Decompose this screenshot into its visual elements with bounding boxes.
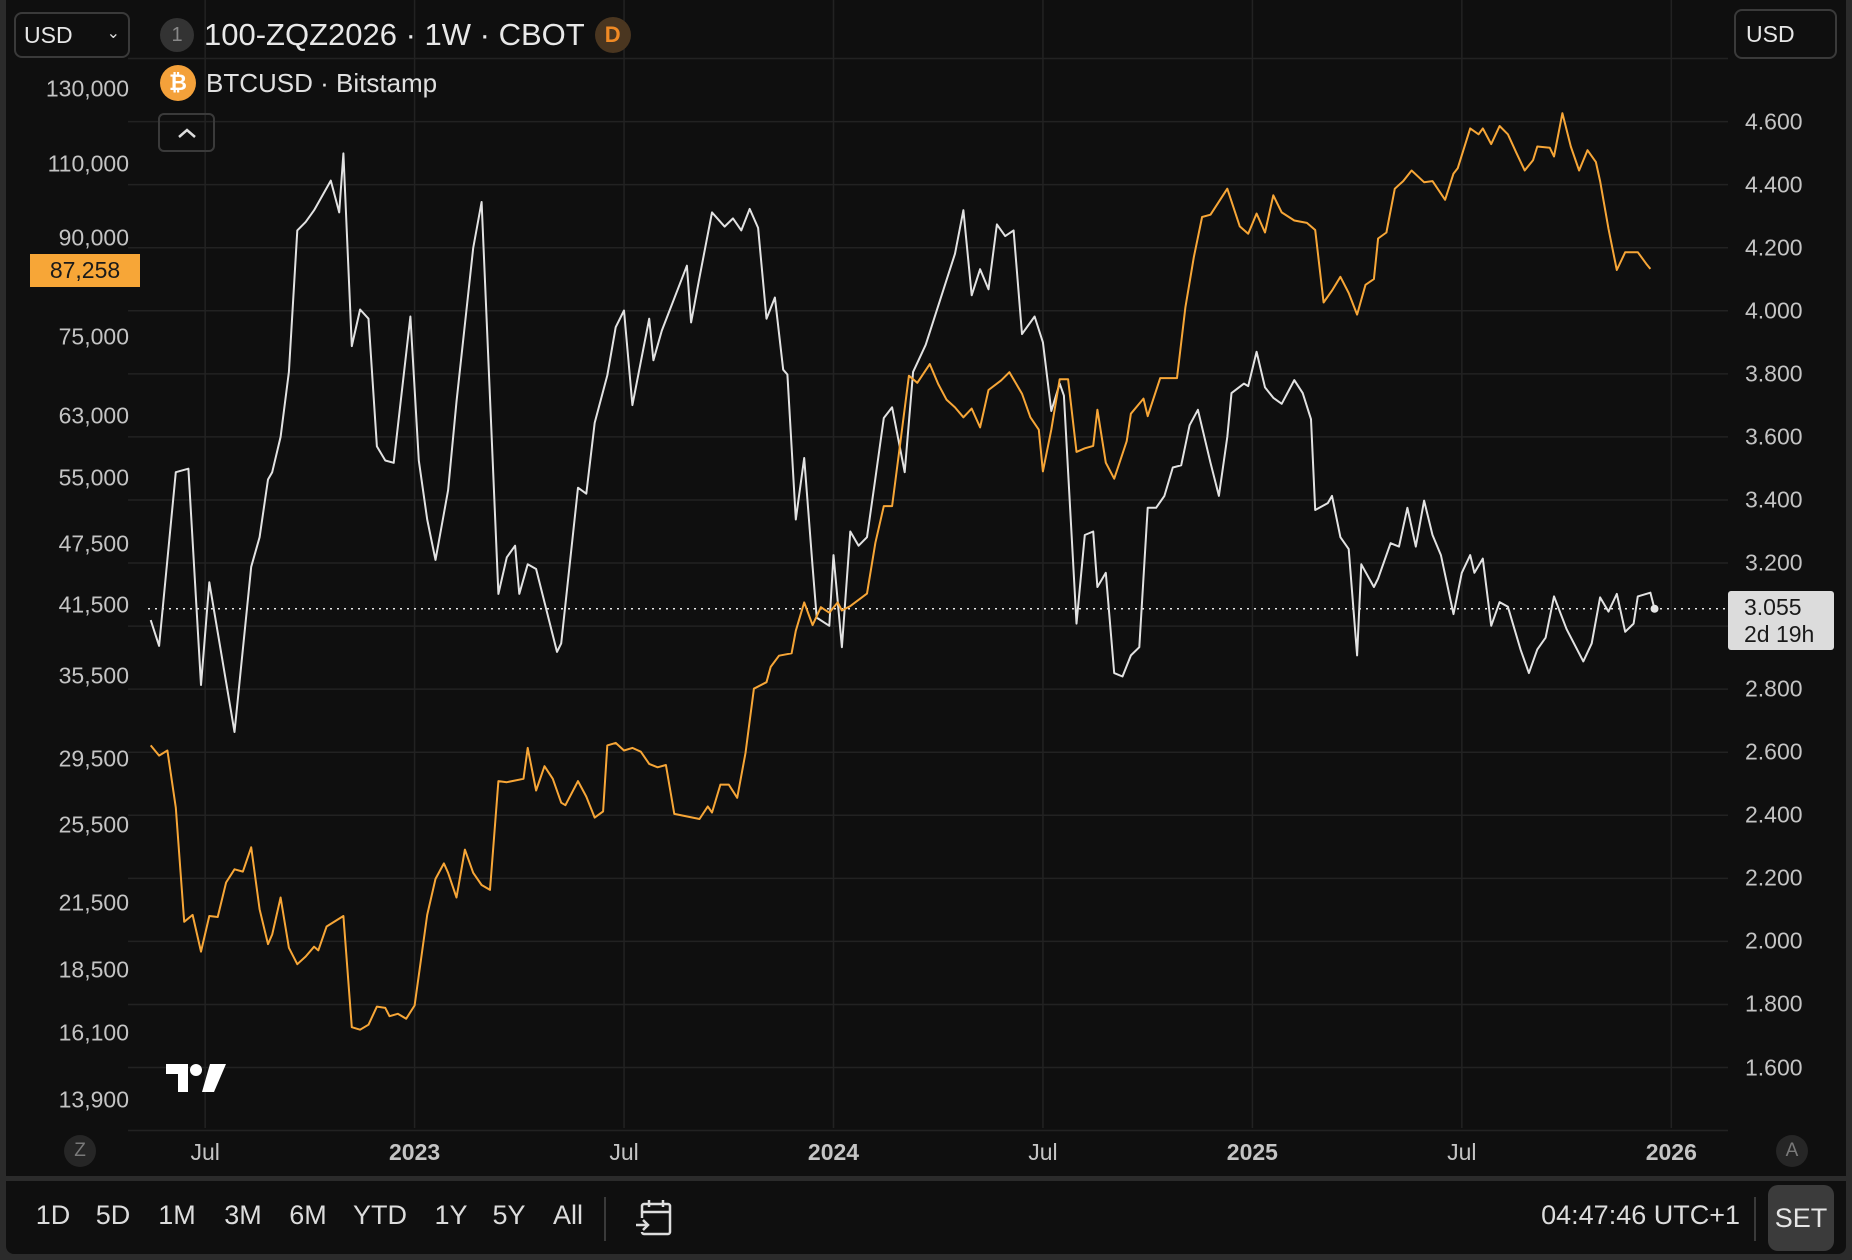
toolbar-separator — [604, 1197, 606, 1241]
right-axis-tick-label: 3.600 — [1745, 423, 1803, 450]
bitcoin-icon: ₿ — [160, 65, 196, 101]
time-axis-tick-label: 2024 — [807, 1139, 860, 1165]
right-axis-tick-label: 2.800 — [1745, 675, 1803, 702]
currency-select-right[interactable]: USD — [1734, 9, 1837, 59]
time-axis-tick-label: 2026 — [1645, 1139, 1697, 1165]
compare-series-legend[interactable]: ₿ BTCUSD · Bitstamp — [160, 65, 437, 101]
currency-select-right-value: USD — [1746, 20, 1795, 47]
left-axis-tick-label: 35,500 — [58, 662, 129, 689]
left-axis-tick-label: 25,500 — [58, 811, 129, 838]
right-axis-tick-label: 2.400 — [1745, 801, 1803, 828]
range-button-1d[interactable]: 1D — [35, 1200, 71, 1230]
left-axis-tick-label: 21,500 — [58, 889, 129, 915]
main-series-legend[interactable]: 1 100-ZQZ2026 · 1W · CBOT D — [160, 17, 631, 53]
currency-select-left[interactable]: USD ⌄ — [14, 12, 130, 58]
time-axis-tick-label: 2025 — [1226, 1139, 1278, 1165]
time-axis-tick-label: Jul — [1028, 1139, 1058, 1165]
right-axis-tick-label: 4.200 — [1745, 234, 1803, 261]
zq-last-price-tag: 3.055 2d 19h — [1728, 591, 1834, 650]
right-axis-tick-label: 4.000 — [1745, 297, 1803, 324]
currency-select-left-value: USD — [24, 21, 73, 48]
chevron-down-icon: ⌄ — [106, 25, 120, 42]
toolbar-divider — [6, 1176, 1846, 1181]
right-axis-tick-label: 2.000 — [1745, 927, 1803, 954]
calendar-goto-icon[interactable] — [634, 1198, 674, 1238]
time-axis-tick-label: Jul — [609, 1139, 639, 1165]
timezone-clock[interactable]: 04:47:46 UTC+1 — [1541, 1200, 1740, 1230]
left-axis-tick-label: 75,000 — [58, 323, 129, 350]
series-number-badge: 1 — [160, 18, 194, 52]
left-axis-tick-label: 13,900 — [58, 1086, 129, 1113]
right-axis-tick-label: 3.200 — [1745, 549, 1803, 576]
range-button-ytd[interactable]: YTD — [353, 1200, 407, 1230]
range-button-1y[interactable]: 1Y — [434, 1200, 468, 1230]
left-axis-tick-label: 41,500 — [58, 591, 129, 618]
right-axis-tick-label: 4.400 — [1745, 171, 1803, 198]
left-axis-tick-label: 16,100 — [58, 1019, 129, 1046]
delayed-data-badge[interactable]: D — [594, 17, 631, 53]
right-axis-tick-label: 3.800 — [1745, 360, 1803, 387]
last-point-marker — [1650, 604, 1659, 613]
range-button-all[interactable]: All — [552, 1200, 584, 1230]
left-axis-tick-label: 47,500 — [58, 530, 129, 557]
compare-series-title[interactable]: BTCUSD · Bitstamp — [206, 67, 438, 98]
time-axis-tick-label: Jul — [190, 1139, 220, 1165]
collapse-legend-button[interactable] — [158, 113, 215, 152]
toolbar-separator — [1754, 1197, 1756, 1241]
right-axis-tick-label: 1.800 — [1745, 990, 1803, 1017]
chevron-up-icon — [177, 127, 196, 138]
time-axis-tick-label: Jul — [1447, 1139, 1477, 1165]
chart-canvas[interactable] — [6, 0, 1846, 1180]
time-axis-tick-label: 2023 — [389, 1139, 441, 1165]
range-button-3m[interactable]: 3M — [224, 1200, 262, 1230]
main-series-title[interactable]: 100-ZQZ2026 · 1W · CBOT — [204, 17, 585, 52]
right-axis-tick-label: 2.600 — [1745, 738, 1803, 765]
chart-window: 130,000 110,000 90,000 75,000 63,000 55,000 47… — [6, 0, 1846, 1254]
right-axis-tick-label: 1.600 — [1745, 1054, 1803, 1080]
right-axis-tick-label: 2.200 — [1745, 864, 1803, 891]
bar-countdown: 2d 19h — [1744, 621, 1815, 647]
right-axis-tick-label: 4.600 — [1745, 108, 1803, 135]
btcusd-line — [149, 112, 1652, 1031]
left-axis-tick-label: 130,000 — [45, 75, 129, 102]
zoom-reset-button[interactable]: Z — [64, 1135, 96, 1167]
left-axis-tick-label: 90,000 — [58, 224, 129, 251]
range-button-1m[interactable]: 1M — [158, 1200, 196, 1230]
auto-scale-button[interactable]: A — [1776, 1135, 1808, 1167]
range-button-6m[interactable]: 6M — [289, 1200, 327, 1230]
btc-last-price-tag: 87,258 — [30, 254, 140, 287]
right-axis-tick-label: 3.400 — [1745, 486, 1803, 513]
left-axis-tick-label: 29,500 — [58, 745, 129, 772]
range-button-5y[interactable]: 5Y — [492, 1200, 526, 1230]
left-axis-tick-label: 63,000 — [58, 402, 129, 429]
tradingview-logo-icon[interactable] — [166, 1062, 230, 1094]
left-axis-tick-label: 110,000 — [47, 150, 129, 177]
left-axis-tick-label: 18,500 — [58, 956, 129, 983]
zq-line — [149, 152, 1656, 733]
left-axis-tick-label: 55,000 — [58, 464, 129, 491]
range-button-5d[interactable]: 5D — [95, 1200, 131, 1230]
zq-last-price: 3.055 — [1744, 594, 1802, 620]
settings-button[interactable]: SET — [1768, 1185, 1834, 1251]
